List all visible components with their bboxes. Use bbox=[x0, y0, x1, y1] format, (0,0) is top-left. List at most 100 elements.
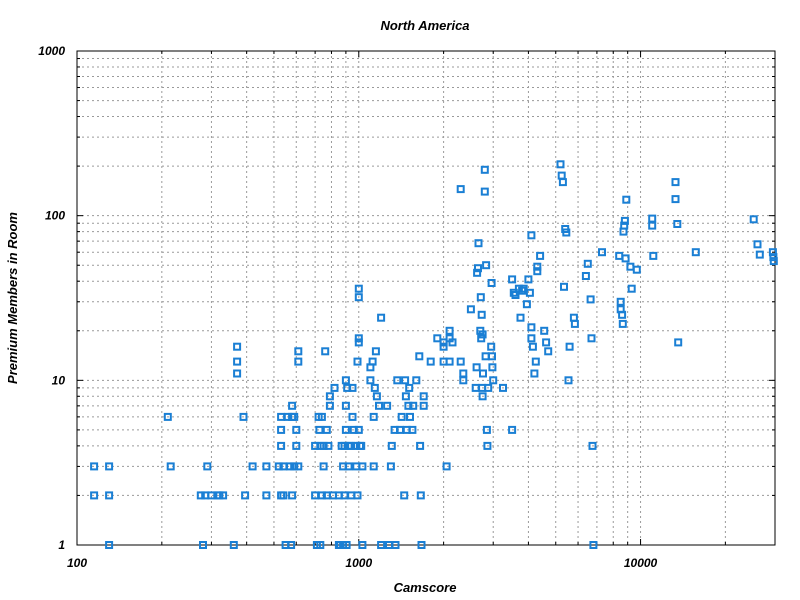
data-points bbox=[90, 160, 778, 549]
data-point bbox=[262, 491, 271, 500]
data-point bbox=[354, 293, 363, 302]
data-point bbox=[341, 376, 350, 385]
data-point bbox=[581, 272, 590, 280]
data-point bbox=[508, 275, 517, 284]
data-point bbox=[239, 412, 248, 421]
data-point bbox=[570, 319, 579, 328]
x-tick-label: 100 bbox=[67, 556, 87, 570]
data-point bbox=[459, 376, 468, 385]
data-point bbox=[556, 160, 565, 169]
y-tick-label: 10 bbox=[52, 373, 66, 387]
data-point bbox=[471, 383, 480, 392]
data-point bbox=[626, 262, 635, 271]
data-point bbox=[473, 268, 482, 277]
data-point bbox=[448, 338, 457, 347]
data-point bbox=[233, 342, 242, 351]
data-point bbox=[479, 369, 487, 378]
data-point bbox=[401, 392, 410, 401]
data-point bbox=[375, 401, 383, 410]
data-point bbox=[417, 541, 426, 549]
data-point bbox=[478, 330, 487, 339]
data-point bbox=[522, 300, 531, 309]
data-point bbox=[386, 462, 395, 471]
data-point bbox=[632, 265, 641, 274]
data-point bbox=[358, 462, 367, 471]
data-point bbox=[354, 284, 363, 293]
data-point bbox=[405, 383, 414, 392]
data-point bbox=[321, 347, 330, 356]
data-point bbox=[322, 425, 331, 434]
data-point bbox=[487, 342, 496, 351]
data-point bbox=[387, 441, 396, 450]
data-point bbox=[292, 425, 301, 434]
data-point bbox=[673, 220, 682, 228]
data-point bbox=[287, 541, 296, 549]
data-point bbox=[533, 262, 542, 271]
data-point bbox=[294, 357, 303, 366]
data-point bbox=[477, 310, 486, 319]
data-point bbox=[558, 178, 567, 187]
x-axis-label: Camscore bbox=[394, 580, 457, 595]
data-point bbox=[369, 412, 378, 421]
data-point bbox=[671, 178, 680, 187]
data-point bbox=[544, 347, 553, 356]
data-point bbox=[366, 376, 375, 385]
data-point bbox=[340, 491, 349, 500]
data-point bbox=[439, 342, 448, 351]
data-point bbox=[499, 383, 507, 392]
data-point bbox=[341, 425, 350, 434]
data-point bbox=[426, 357, 435, 366]
data-point bbox=[344, 462, 353, 471]
data-point bbox=[201, 491, 210, 500]
data-point bbox=[383, 401, 392, 410]
data-point bbox=[196, 491, 205, 500]
data-point bbox=[90, 491, 99, 500]
data-point bbox=[621, 254, 630, 263]
data-point bbox=[311, 491, 320, 500]
data-point bbox=[525, 288, 534, 297]
data-point bbox=[419, 392, 428, 401]
data-point bbox=[325, 401, 334, 410]
data-point bbox=[649, 251, 658, 260]
data-point bbox=[583, 259, 592, 268]
data-point bbox=[586, 295, 595, 304]
data-point bbox=[483, 441, 492, 450]
data-point bbox=[489, 376, 498, 385]
data-point bbox=[540, 326, 549, 335]
data-point bbox=[474, 239, 483, 248]
data-point bbox=[353, 357, 362, 366]
data-point bbox=[749, 215, 758, 224]
data-point bbox=[358, 541, 367, 549]
data-point bbox=[290, 462, 299, 471]
data-point bbox=[480, 187, 489, 196]
data-point bbox=[530, 369, 539, 378]
data-point bbox=[533, 267, 542, 276]
data-point bbox=[648, 214, 657, 223]
data-point bbox=[598, 248, 606, 257]
data-point bbox=[536, 251, 545, 260]
data-point bbox=[105, 541, 114, 549]
data-point bbox=[401, 376, 410, 385]
data-point bbox=[562, 228, 571, 237]
data-point bbox=[241, 491, 250, 500]
data-point bbox=[528, 342, 537, 351]
data-point bbox=[317, 491, 326, 500]
data-point bbox=[348, 412, 357, 421]
data-point bbox=[589, 541, 598, 549]
data-point bbox=[248, 462, 257, 471]
data-point bbox=[286, 462, 294, 471]
data-point bbox=[233, 369, 242, 378]
data-point bbox=[527, 323, 536, 332]
data-point bbox=[288, 401, 297, 410]
data-point bbox=[277, 425, 286, 434]
data-point bbox=[292, 441, 301, 450]
data-point bbox=[357, 441, 366, 450]
data-point bbox=[319, 441, 328, 450]
data-point bbox=[620, 216, 629, 225]
data-point bbox=[288, 491, 297, 500]
y-axis-label: Premium Members in Room bbox=[5, 212, 20, 384]
x-tick-label: 1000 bbox=[345, 556, 372, 570]
data-point bbox=[90, 462, 99, 471]
data-point bbox=[508, 425, 517, 434]
data-point bbox=[372, 392, 381, 401]
